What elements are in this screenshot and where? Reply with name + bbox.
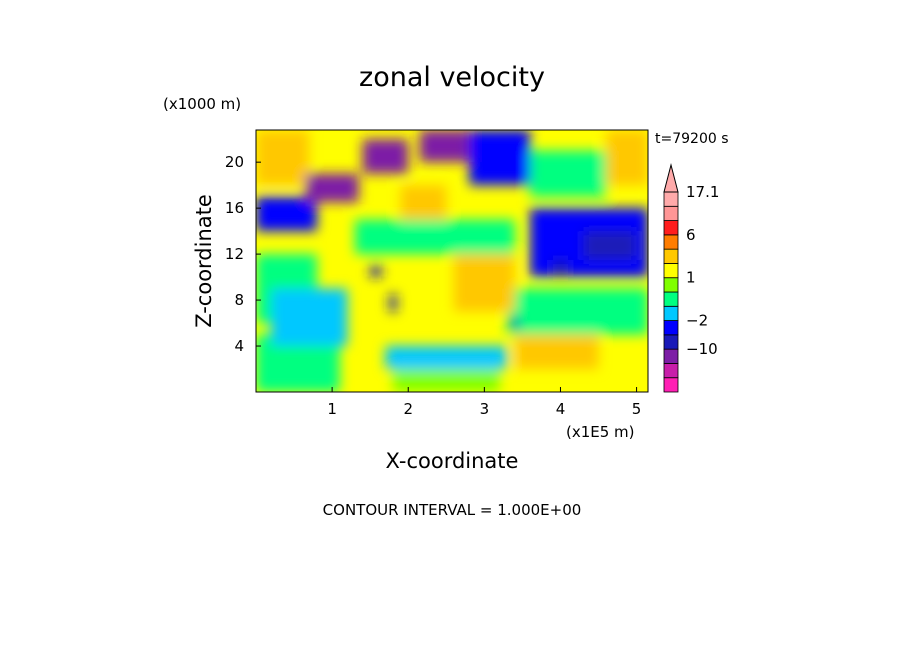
colorbar-label: 17.1 <box>686 183 719 201</box>
colorbar-label: −2 <box>686 312 708 330</box>
y-tick-label: 12 <box>225 245 244 263</box>
velocity-region <box>305 173 359 203</box>
velocity-region <box>606 130 648 186</box>
time-label: t=79200 s <box>655 131 729 147</box>
colorbar-swatch <box>663 377 679 393</box>
velocity-region <box>510 317 519 329</box>
colorbar: 17.1 6 1 −2 −10 <box>663 163 719 393</box>
colorbar-swatch <box>663 248 679 264</box>
velocity-region <box>393 369 500 392</box>
velocity-region <box>530 150 607 197</box>
x-unit-label: (x1E5 m) <box>566 423 635 441</box>
x-tick-label: 4 <box>556 400 566 418</box>
velocity-region <box>419 130 470 163</box>
velocity-region <box>389 294 397 312</box>
colorbar-swatch <box>663 263 679 279</box>
velocity-region <box>385 346 508 370</box>
velocity-region <box>453 254 515 312</box>
velocity-region <box>400 185 447 220</box>
velocity-region <box>362 139 409 174</box>
colorbar-swatch <box>663 205 679 221</box>
velocity-region <box>507 288 648 335</box>
y-unit-label: (x1000 m) <box>163 95 241 113</box>
y-axis-label: Z-coordinate <box>192 194 216 328</box>
x-axis: 1 2 3 4 5 <box>327 387 641 418</box>
x-tick-label: 3 <box>480 400 490 418</box>
colorbar-swatch <box>663 277 679 293</box>
velocity-region <box>354 219 515 255</box>
colorbar-swatch <box>663 305 679 321</box>
y-tick-label: 20 <box>225 153 244 171</box>
colorbar-label: −10 <box>686 340 718 358</box>
x-tick-label: 1 <box>327 400 337 418</box>
velocity-region <box>256 130 310 186</box>
colorbar-swatch <box>663 291 679 307</box>
colorbar-label: 1 <box>686 269 696 287</box>
plot-frame <box>255 129 649 393</box>
colorbar-extend-arrow <box>663 163 679 193</box>
colorbar-label: 6 <box>686 226 696 244</box>
velocity-region <box>271 288 348 347</box>
y-axis: 4 8 12 16 20 <box>225 153 261 355</box>
colorbar-swatch <box>663 191 679 207</box>
y-tick-label: 8 <box>234 291 244 309</box>
y-tick-label: 16 <box>225 199 244 217</box>
colorbar-swatch <box>663 234 679 250</box>
x-axis-label: X-coordinate <box>386 449 519 473</box>
velocity-region <box>370 265 382 278</box>
colorbar-swatch <box>663 320 679 336</box>
x-tick-label: 5 <box>632 400 642 418</box>
velocity-region <box>583 231 637 260</box>
colorbar-swatch <box>663 363 679 379</box>
y-tick-label: 4 <box>234 337 244 355</box>
velocity-region <box>469 130 531 186</box>
colorbar-swatch <box>663 348 679 364</box>
velocity-region <box>552 259 569 278</box>
colorbar-swatch <box>663 220 679 236</box>
velocity-region <box>514 334 599 370</box>
contour-interval-note: CONTOUR INTERVAL = 1.000E+00 <box>323 501 582 519</box>
colorbar-swatch <box>663 334 679 350</box>
contour-field <box>256 130 648 392</box>
x-tick-label: 2 <box>403 400 413 418</box>
chart-title: zonal velocity <box>359 62 545 93</box>
